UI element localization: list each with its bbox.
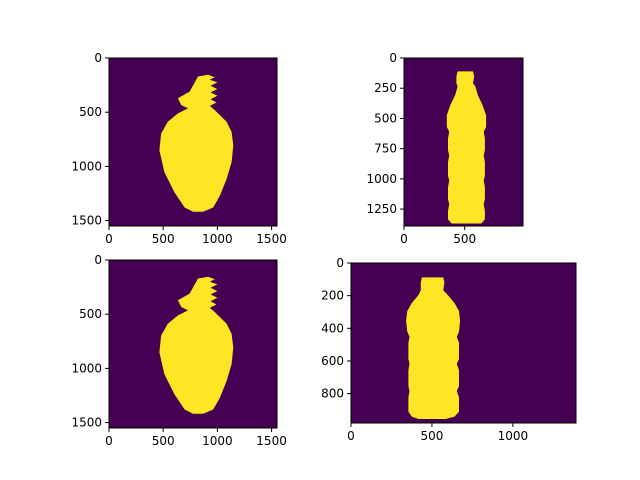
x-tick-label: 0 (105, 232, 113, 246)
y-tick-label: 0 (389, 51, 397, 65)
x-tick-label: 0 (105, 434, 113, 448)
x-tick-label: 500 (152, 232, 175, 246)
bottle-mask-shape (159, 276, 234, 414)
mask-background (351, 263, 576, 423)
bottle-mask-shape (406, 277, 461, 419)
axes-frame (108, 57, 278, 227)
x-tick-label: 0 (347, 429, 355, 443)
y-tick-label: 1000 (366, 172, 397, 186)
bottle-mask-shape (446, 71, 487, 224)
x-tick-label: 500 (453, 232, 476, 246)
y-tick-label: 800 (321, 387, 344, 401)
y-tick-label: 500 (79, 307, 102, 321)
bottle-mask-shape (159, 74, 234, 212)
y-tick-label: 500 (79, 105, 102, 119)
y-tick-label: 200 (321, 289, 344, 303)
y-tick-label: 500 (374, 111, 397, 125)
y-tick-label: 1000 (71, 361, 102, 375)
y-tick-label: 750 (374, 142, 397, 156)
y-tick-label: 1250 (366, 202, 397, 216)
y-tick-label: 0 (94, 51, 102, 65)
x-tick-label: 1000 (202, 232, 233, 246)
y-tick-label: 0 (336, 256, 344, 270)
x-tick-label: 1500 (256, 232, 287, 246)
subplot-4: 0 500 1000 0 200 400 600 800 (321, 256, 577, 443)
axes-frame (350, 262, 577, 424)
y-tick-label: 0 (94, 253, 102, 267)
y-tick-label: 250 (374, 81, 397, 95)
axes-frame (108, 259, 278, 429)
subplot-2: 0 500 0 250 500 750 1000 1250 (366, 51, 524, 246)
x-tick-label: 1000 (202, 434, 233, 448)
y-tick-label: 1500 (71, 416, 102, 430)
x-tick-label: 0 (400, 232, 408, 246)
y-tick-label: 400 (321, 321, 344, 335)
axes-frame (403, 57, 524, 227)
x-tick-label: 1500 (256, 434, 287, 448)
y-tick-label: 600 (321, 354, 344, 368)
y-tick-label: 1000 (71, 159, 102, 173)
x-tick-label: 1000 (498, 429, 529, 443)
x-tick-label: 500 (420, 429, 443, 443)
y-tick-label: 1500 (71, 214, 102, 228)
x-tick-label: 500 (152, 434, 175, 448)
